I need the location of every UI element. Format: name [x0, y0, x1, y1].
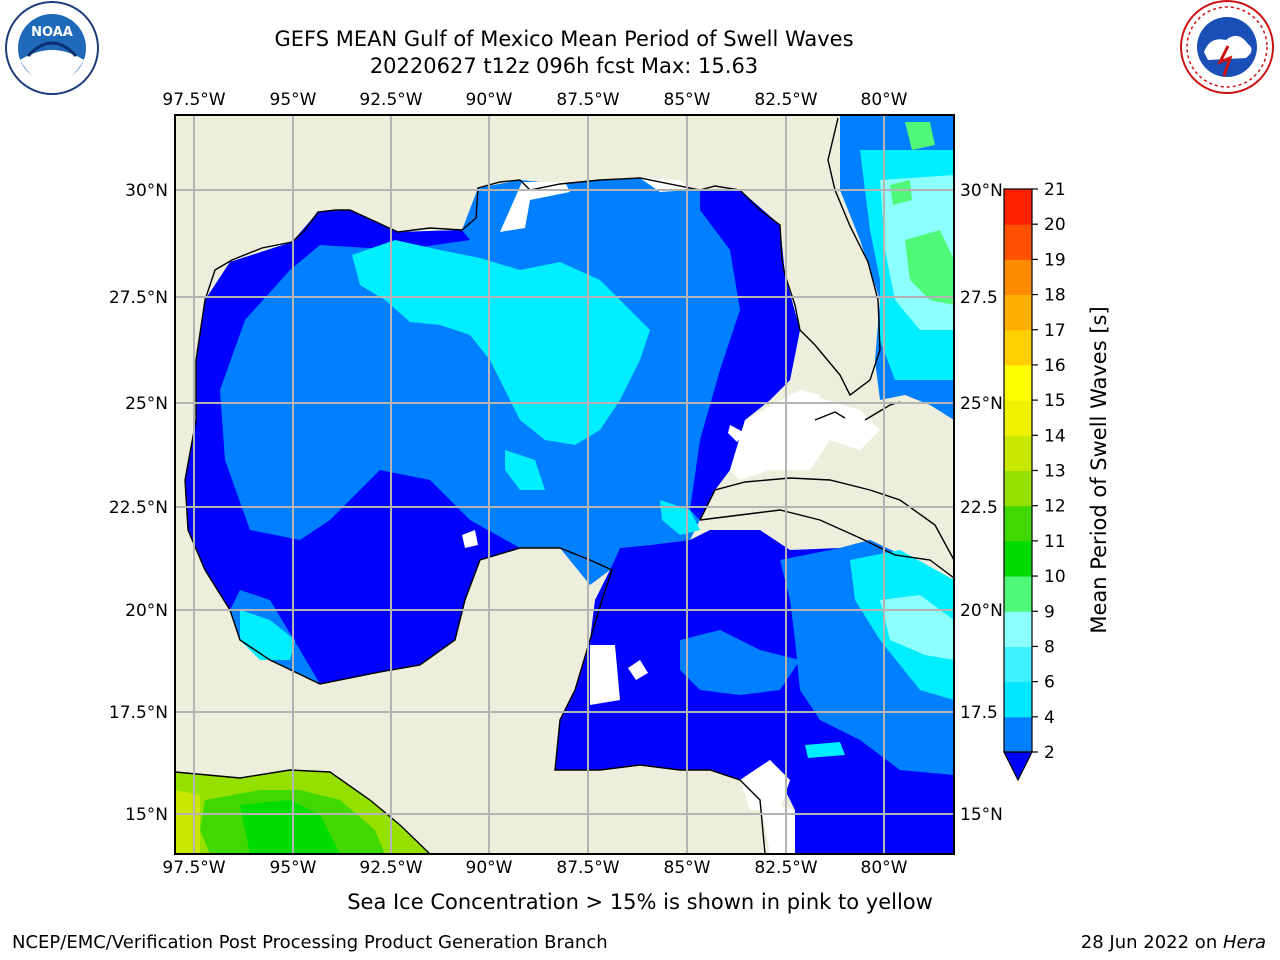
lon-bottom-1: 97.5°W	[162, 858, 225, 878]
no-data-patches	[462, 178, 880, 854]
map-frame	[174, 114, 955, 855]
lat-right-7: 15°N	[960, 805, 1003, 825]
colorbar-segment	[1004, 505, 1032, 542]
lon-top-3: 92.5°W	[359, 90, 422, 110]
lon-bottom-3: 92.5°W	[359, 858, 422, 878]
colorbar-tick-label: 9	[1044, 602, 1055, 622]
colorbar-tick-label: 8	[1044, 637, 1055, 657]
colorbar-tick-label: 21	[1044, 180, 1066, 200]
nws-logo	[1180, 0, 1274, 94]
colorbar-tick-label: 16	[1044, 356, 1066, 376]
colorbar-tick-label: 11	[1044, 532, 1066, 552]
lon-top-8: 80°W	[861, 90, 908, 110]
colorbar-segment	[1004, 259, 1032, 296]
credit-text: NCEP/EMC/Verification Post Processing Pr…	[12, 932, 608, 953]
date-stamp: 28 Jun 2022 on Hera	[1081, 932, 1266, 953]
colorbar-tick-label: 10	[1044, 567, 1066, 587]
atlantic-green	[905, 230, 954, 305]
colorbar-segment	[1004, 189, 1032, 225]
colorbar-tick-label: 6	[1044, 673, 1055, 693]
colorbar: 2 4 6 8 9 10 11 12 13 14 15 16 17 18 19 20 21	[1003, 180, 1066, 782]
lon-top-6: 85°W	[664, 90, 711, 110]
lon-top-7: 82.5°W	[754, 90, 817, 110]
lat-left-7: 15°N	[125, 805, 168, 825]
colorbar-tick-label: 4	[1044, 708, 1055, 728]
lon-top-5: 87.5°W	[556, 90, 619, 110]
lon-bottom-4: 90°W	[466, 858, 513, 878]
lat-right-2: 27.5	[960, 288, 998, 308]
colorbar-tick-label: 20	[1044, 215, 1066, 235]
colorbar-segment	[1004, 716, 1032, 753]
gulf-deep-east	[690, 190, 800, 520]
lon-bottom-6: 85°W	[664, 858, 711, 878]
colorbar-tick-label: 12	[1044, 497, 1066, 517]
colorbar-tick-label: 17	[1044, 321, 1066, 341]
colorbar-segment	[1004, 435, 1032, 471]
yucatan-cyan	[240, 610, 295, 660]
atlantic-green-mid	[890, 180, 912, 205]
chart-title: GEFS MEAN Gulf of Mexico Mean Period of …	[0, 26, 1128, 80]
lon-top-4: 90°W	[466, 90, 513, 110]
colorbar-segment	[1004, 681, 1032, 718]
title-line-2: 20220627 t12z 096h fcst Max: 15.63	[369, 54, 759, 78]
lon-top-2: 95°W	[270, 90, 317, 110]
colorbar-segment	[1004, 611, 1032, 647]
lat-right-1: 30°N	[960, 181, 1003, 201]
sea-ice-note: Sea Ice Concentration > 15% is shown in …	[347, 890, 933, 914]
lat-right-5: 20°N	[960, 601, 1003, 621]
lat-right-4: 22.5	[960, 498, 998, 518]
lat-left-6: 17.5°N	[109, 703, 168, 723]
colorbar-segment	[1004, 329, 1032, 366]
lon-bottom-7: 82.5°W	[754, 858, 817, 878]
colorbar-extend-triangle	[1003, 751, 1033, 782]
lon-labels-bottom: 97.5°W 95°W 92.5°W 90°W 87.5°W 85°W 82.5…	[162, 858, 907, 878]
colorbar-segment	[1004, 646, 1032, 683]
caribbean-band	[680, 630, 800, 695]
colorbar-tick-label: 19	[1044, 250, 1066, 270]
atlantic-green-north	[905, 122, 935, 150]
shelf-cyan	[660, 500, 700, 535]
lat-left-4: 22.5°N	[109, 498, 168, 518]
gulf-cyan-core	[352, 240, 650, 445]
colorbar-tick-label: 2	[1044, 743, 1055, 763]
colorbar-segment	[1004, 470, 1032, 507]
host-name: Hera	[1222, 932, 1266, 953]
colorbar-segment	[1004, 364, 1032, 401]
gulf-cyan-south	[505, 450, 545, 490]
caribbean-cyan-patch	[805, 742, 845, 758]
colorbar-segment	[1004, 224, 1032, 260]
lon-bottom-2: 95°W	[270, 858, 317, 878]
colorbar-label: Mean Period of Swell Waves [s]	[1087, 306, 1111, 633]
lat-left-2: 27.5°N	[109, 288, 168, 308]
lat-right-6: 17.5	[960, 703, 998, 723]
colorbar-segment	[1004, 294, 1032, 331]
lat-left-5: 20°N	[125, 601, 168, 621]
lon-bottom-5: 87.5°W	[556, 858, 619, 878]
lat-labels-right: 30°N 27.5 25°N 22.5 20°N 17.5 15°N	[960, 181, 1003, 825]
gulf-deep-west	[185, 210, 520, 684]
lat-left-3: 25°N	[125, 394, 168, 414]
lat-left-1: 30°N	[125, 181, 168, 201]
colorbar-tick-label: 13	[1044, 462, 1066, 482]
colorbar-segment	[1004, 576, 1032, 612]
graticule	[175, 115, 954, 854]
lat-labels-left: 30°N 27.5°N 25°N 22.5°N 20°N 17.5°N 15°N	[109, 181, 168, 825]
map-area	[175, 115, 954, 854]
date-text: 28 Jun 2022 on	[1080, 932, 1223, 953]
lon-labels-top: 97.5°W 95°W 92.5°W 90°W 87.5°W 85°W 82.5…	[162, 90, 907, 110]
lat-right-3: 25°N	[960, 394, 1003, 414]
caribbean-lightcyan	[880, 595, 954, 660]
pacific-yellow	[175, 790, 200, 854]
noaa-logo-text: NOAA	[31, 25, 73, 40]
colorbar-segment	[1004, 540, 1032, 577]
colorbar-tick-label: 14	[1044, 426, 1066, 446]
lon-top-1: 97.5°W	[162, 90, 225, 110]
colorbar-tick-label: 15	[1044, 391, 1066, 411]
colorbar-tick-label: 18	[1044, 286, 1066, 306]
lon-bottom-8: 80°W	[861, 858, 908, 878]
title-line-1: GEFS MEAN Gulf of Mexico Mean Period of …	[274, 27, 854, 51]
noaa-logo: NOAA	[5, 1, 99, 95]
colorbar-segment	[1004, 400, 1032, 436]
